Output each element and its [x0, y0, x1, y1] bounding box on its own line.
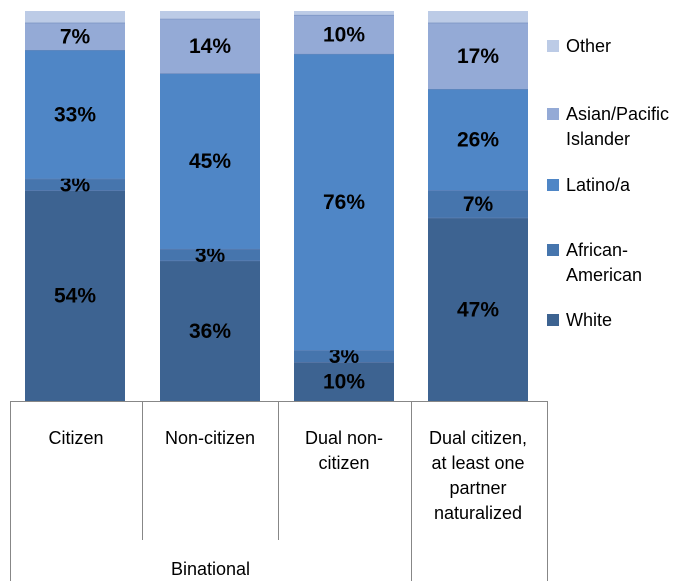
legend-swatch-latino-a [547, 179, 559, 191]
bar-segment-latino-a-4 [428, 89, 528, 191]
bar-segment-african-american-2 [160, 248, 260, 261]
legend-label-african-american: African-American [566, 240, 642, 285]
bar-segment-other-3 [294, 11, 394, 15]
legend-swatch-other [547, 40, 559, 52]
legend-label-other: Other [566, 36, 611, 56]
legend-swatch-white [547, 314, 559, 326]
category-label-3: Dual non-citizen [305, 428, 383, 473]
bar-segment-white-1 [25, 190, 125, 401]
data-label-asian-pacific-islander-4: 17% [457, 45, 499, 68]
category-label-2: Non-citizen [165, 428, 255, 448]
bar-segment-african-american-3 [294, 350, 394, 362]
bar-segment-other-1 [25, 11, 125, 23]
bar-segment-other-2 [160, 11, 260, 19]
data-label-african-american-2: 3% [195, 244, 226, 267]
data-label-white-1: 54% [54, 285, 96, 308]
data-label-asian-pacific-islander-2: 14% [189, 35, 231, 58]
data-label-white-2: 36% [189, 320, 231, 343]
category-label-1: Citizen [48, 428, 103, 448]
bar-segment-asian-pacific-islander-2 [160, 18, 260, 74]
legend-label-asian-pacific-islander: Asian/Pacific Islander [566, 104, 669, 149]
category-label-4: Dual citizen, at least one partner naturali… [429, 428, 527, 523]
bar-segment-white-2 [160, 260, 260, 401]
bar-segment-latino-a-1 [25, 50, 125, 179]
legend-label-latino-a: Latino/a [566, 175, 631, 195]
data-label-african-american-1: 3% [60, 174, 91, 197]
data-label-latino-a-2: 45% [189, 150, 231, 173]
bar-segment-white-3 [294, 362, 394, 401]
legend-swatch-asian-pacific-islander [547, 108, 559, 120]
data-label-white-4: 47% [457, 298, 499, 321]
bar-segment-latino-a-3 [294, 53, 394, 351]
legend-swatch-african-american [547, 244, 559, 256]
bar-segment-asian-pacific-islander-4 [428, 22, 528, 90]
bar-segment-latino-a-2 [160, 73, 260, 249]
data-label-asian-pacific-islander-3: 10% [323, 23, 365, 46]
bar-segment-other-4 [428, 11, 528, 23]
data-label-african-american-4: 7% [463, 193, 494, 216]
bar-segment-white-4 [428, 217, 528, 401]
legend-label-white: White [566, 310, 612, 330]
group-label: Binational [171, 559, 250, 579]
data-label-latino-a-4: 26% [457, 129, 499, 152]
bar-segment-african-american-4 [428, 190, 528, 218]
bar-segment-asian-pacific-islander-3 [294, 14, 394, 54]
data-label-white-3: 10% [323, 371, 365, 394]
data-label-latino-a-3: 76% [323, 191, 365, 214]
data-label-african-american-3: 3% [329, 345, 360, 368]
bar-segment-african-american-1 [25, 178, 125, 191]
data-label-asian-pacific-islander-1: 7% [60, 25, 91, 48]
data-label-latino-a-1: 33% [54, 103, 96, 126]
bar-segment-asian-pacific-islander-1 [25, 22, 125, 50]
